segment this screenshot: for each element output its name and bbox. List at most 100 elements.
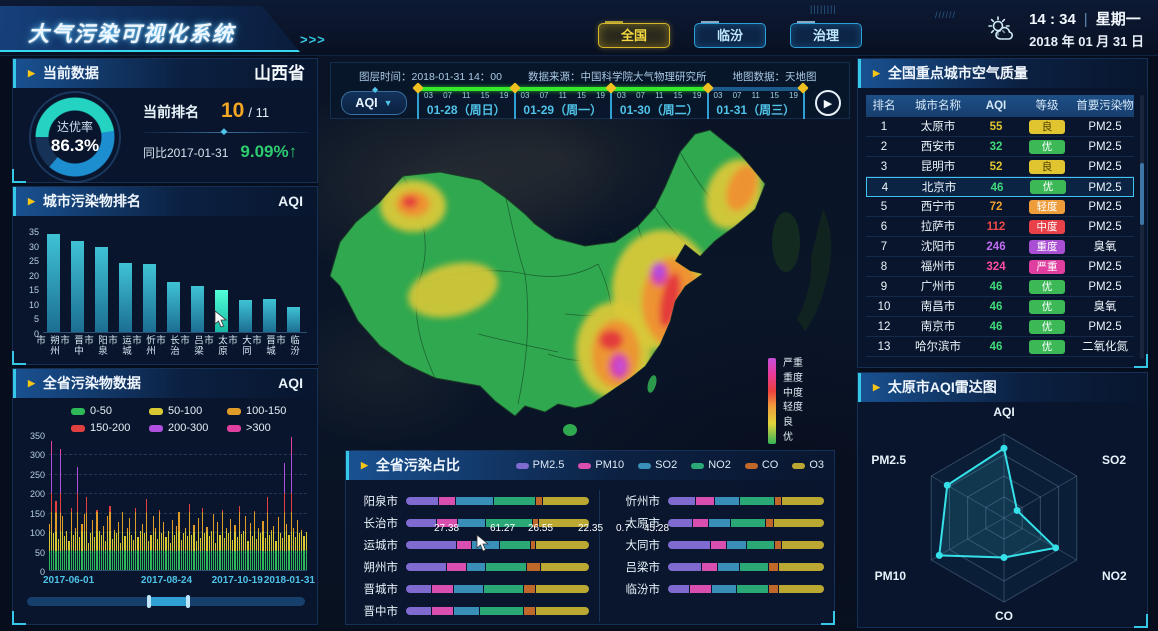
- pollutant-legend-item[interactable]: O3: [792, 451, 824, 480]
- radar-point-PM2.5[interactable]: [943, 481, 951, 489]
- table-row-西安市[interactable]: 2 西安市 32 优 PM2.5: [866, 137, 1134, 157]
- rank-bar-长治市[interactable]: [167, 281, 180, 332]
- slider-handle[interactable]: [147, 595, 152, 608]
- table-row-沈阳市[interactable]: 7 沈阳市 246 重度 臭氧: [866, 237, 1134, 257]
- table-row-北京市[interactable]: 4 北京市 46 优 PM2.5: [866, 177, 1134, 197]
- tab-linfen[interactable]: 临汾: [694, 21, 766, 48]
- rank-bar-临汾市[interactable]: [287, 307, 300, 332]
- legend-item[interactable]: >300: [227, 422, 305, 434]
- share-bar[interactable]: [406, 519, 589, 527]
- share-bar[interactable]: [406, 541, 589, 549]
- timeline-day-01-28（周日）[interactable]: 03 07 11 15 19 01-28（周日）: [412, 82, 514, 119]
- table-scrollbar[interactable]: [1140, 95, 1144, 359]
- slider-selected-range[interactable]: [149, 597, 189, 606]
- table-scrollbar-thumb[interactable]: [1140, 163, 1144, 225]
- timeseries-bar: [279, 532, 281, 570]
- timeseries-bar: [83, 514, 85, 570]
- legend-item[interactable]: 0-50: [71, 405, 149, 417]
- timeline-day-01-31（周三）[interactable]: 03 07 11 15 19 01-31（周三）: [701, 82, 809, 119]
- pollutant-legend-item[interactable]: NO2: [691, 451, 731, 480]
- hour-tick: 03: [424, 91, 433, 100]
- pollutant-legend-item[interactable]: PM10: [578, 451, 624, 480]
- legend-item[interactable]: 200-300: [149, 422, 227, 434]
- aqi-cell: 46: [989, 281, 1003, 293]
- timeseries-bar: [180, 539, 182, 570]
- y-tick: 50: [34, 547, 45, 558]
- timeline-day-01-29（周一）[interactable]: 03 07 11 15 19 01-29（周一）: [508, 82, 610, 119]
- tab-national[interactable]: 全国: [598, 21, 670, 48]
- title-arrows-decoration: >>>: [300, 32, 326, 47]
- radar-point-SO2[interactable]: [1013, 506, 1021, 514]
- rank-bar-晋中市[interactable]: [71, 241, 84, 332]
- map-legend-label: 严重: [783, 358, 803, 369]
- table-row-太原市[interactable]: 1 太原市 55 良 PM2.5: [866, 117, 1134, 137]
- table-row-拉萨市[interactable]: 6 拉萨市 112 中度 PM2.5: [866, 217, 1134, 237]
- share-bar[interactable]: [406, 607, 589, 615]
- table-row-西宁市[interactable]: 5 西宁市 72 轻度 PM2.5: [866, 197, 1134, 217]
- share-bar[interactable]: [406, 497, 589, 505]
- timeline-days[interactable]: 03 07 11 15 19 01-28（周日） 03 07 11 15 19 01-29（周一） 03…: [412, 82, 809, 119]
- dropdown-selected-marker: ◆: [372, 85, 379, 94]
- city-cell: 昆明市: [920, 161, 956, 173]
- pollutant-cell: 二氧化氮: [1082, 341, 1128, 353]
- segment-O3: [781, 541, 824, 549]
- rank-bar-运城市[interactable]: [119, 262, 132, 332]
- timeseries-bar: [122, 512, 124, 570]
- share-bar[interactable]: [668, 563, 824, 571]
- province-series-header: ▶ 全省污染物数据 AQI: [13, 369, 317, 398]
- timeseries-bar: [197, 517, 199, 570]
- rank-cell: 4: [881, 182, 889, 194]
- rank-bar-朔州市[interactable]: [47, 233, 60, 332]
- rank-bar-吕梁市[interactable]: [191, 285, 204, 332]
- aqi-timeseries-chart[interactable]: [49, 435, 307, 571]
- segment-O3: [535, 585, 589, 593]
- slider-handle[interactable]: [186, 595, 191, 608]
- radar-point-NO2[interactable]: [1052, 544, 1060, 552]
- share-bar[interactable]: [668, 497, 824, 505]
- bullet-icon: ▶: [28, 196, 35, 206]
- segment-CO: [536, 497, 542, 505]
- timeseries-bar: [161, 533, 163, 570]
- table-row-福州市[interactable]: 8 福州市 324 严重 PM2.5: [866, 257, 1134, 277]
- timeseries-bar: [174, 535, 176, 570]
- china-aqi-map[interactable]: [318, 114, 859, 514]
- pollutant-legend-item[interactable]: PM2.5: [515, 451, 564, 480]
- aqi-cell: 324: [986, 261, 1006, 273]
- table-row-昆明市[interactable]: 3 昆明市 52 良 PM2.5: [866, 157, 1134, 177]
- rank-bar-忻州市[interactable]: [143, 264, 156, 332]
- segment-NO2: [486, 563, 527, 571]
- timeline-day-01-30（周二）[interactable]: 03 07 11 15 19 01-30（周二）: [605, 82, 707, 119]
- aqi-cell: 46: [989, 321, 1003, 333]
- radar-point-PM10[interactable]: [935, 551, 943, 559]
- rank-bar-阳泉市[interactable]: [95, 246, 108, 332]
- rank-bar-大同市[interactable]: [239, 300, 252, 332]
- pollutant-legend-item[interactable]: SO2: [638, 451, 677, 480]
- segment-SO2: [472, 541, 499, 549]
- legend-item[interactable]: 100-150: [227, 405, 305, 417]
- radar-point-CO[interactable]: [1000, 553, 1008, 561]
- segment-SO2: [709, 519, 731, 527]
- metric-dropdown[interactable]: ◆ AQI ▼: [341, 85, 407, 115]
- table-row-哈尔滨市[interactable]: 13 哈尔滨市 46 优 二氧化氮: [866, 337, 1134, 357]
- play-button[interactable]: ▶: [815, 90, 841, 116]
- timeseries-range-slider[interactable]: [27, 595, 305, 608]
- tab-govern[interactable]: 治理: [790, 21, 862, 48]
- legend-swatch: [691, 462, 705, 469]
- city-cell: 南京市: [920, 321, 956, 333]
- timeseries-bar: [120, 543, 122, 570]
- share-bar[interactable]: [406, 563, 589, 571]
- table-row-广州市[interactable]: 9 广州市 46 优 PM2.5: [866, 277, 1134, 297]
- table-row-南京市[interactable]: 12 南京市 46 优 PM2.5: [866, 317, 1134, 337]
- city-rank-bar-chart[interactable]: [43, 231, 307, 333]
- pollutant-legend-item[interactable]: CO: [744, 451, 778, 480]
- rank-bar-晋城市[interactable]: [263, 298, 276, 332]
- table-row-南昌市[interactable]: 10 南昌市 46 优 臭氧: [866, 297, 1134, 317]
- legend-item[interactable]: 50-100: [149, 405, 227, 417]
- city-cell: 福州市: [920, 261, 956, 273]
- share-bar[interactable]: [668, 585, 824, 593]
- share-bar[interactable]: [668, 541, 824, 549]
- share-bar[interactable]: [406, 585, 589, 593]
- legend-item[interactable]: 150-200: [71, 422, 149, 434]
- radar-point-AQI[interactable]: [1000, 444, 1008, 452]
- share-bar[interactable]: [668, 519, 824, 527]
